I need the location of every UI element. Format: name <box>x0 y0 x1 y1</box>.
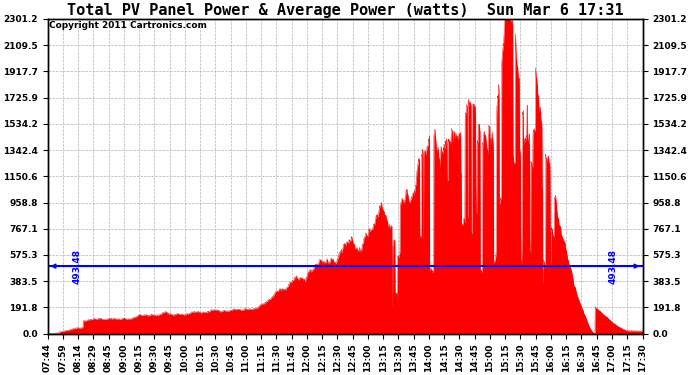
Text: Copyright 2011 Cartronics.com: Copyright 2011 Cartronics.com <box>49 21 206 30</box>
Text: 493.48: 493.48 <box>609 249 638 284</box>
Title: Total PV Panel Power & Average Power (watts)  Sun Mar 6 17:31: Total PV Panel Power & Average Power (wa… <box>67 3 623 18</box>
Text: 493.48: 493.48 <box>52 249 81 284</box>
